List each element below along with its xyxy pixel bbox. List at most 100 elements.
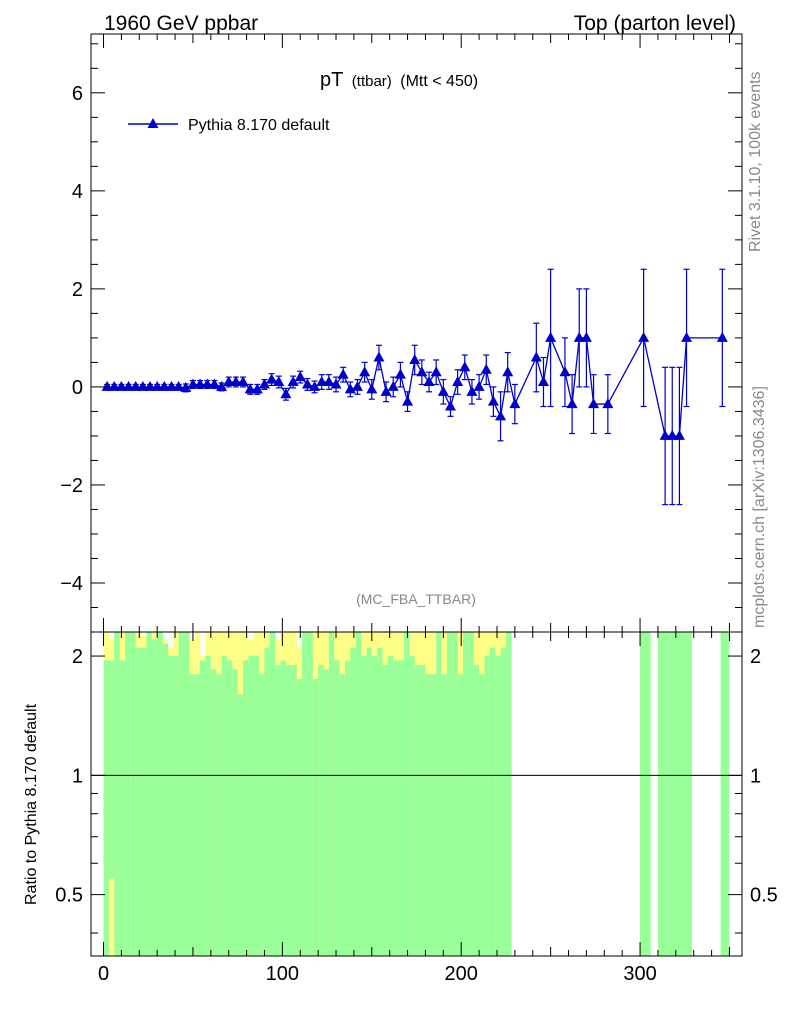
data-point xyxy=(123,380,135,391)
ratio-band-green xyxy=(409,656,416,956)
x-tick-label: 0 xyxy=(98,963,109,985)
ratio-band-green xyxy=(237,694,244,956)
data-point xyxy=(537,376,549,387)
ratio-band-green xyxy=(446,632,453,956)
data-point xyxy=(588,398,600,409)
plot-title: pT (ttbar) (Mtt < 450) xyxy=(320,69,478,91)
y-tick-label: −2 xyxy=(60,475,83,497)
ratio-band-green xyxy=(312,679,319,956)
ratio-band-green xyxy=(484,656,491,956)
plot-title-sub1: (ttbar) xyxy=(352,73,392,90)
legend-label: Pythia 8.170 default xyxy=(188,117,330,134)
data-point xyxy=(101,380,113,391)
ratio-band-green xyxy=(500,647,507,956)
data-point xyxy=(473,380,485,391)
ratio-band-green xyxy=(184,632,190,956)
ratio-band-green xyxy=(291,664,297,956)
ratio-band-green xyxy=(430,674,437,956)
data-point xyxy=(194,378,206,389)
ratio-band-green xyxy=(210,669,217,956)
ratio-band-green xyxy=(334,660,340,956)
ratio-y-tick-label-right: 2 xyxy=(750,646,761,668)
legend-marker xyxy=(147,118,159,128)
ratio-band-green xyxy=(489,647,496,956)
x-tick-label: 100 xyxy=(266,963,299,985)
ratio-band-green xyxy=(479,674,485,956)
data-point xyxy=(223,376,235,387)
y-tick-label: 2 xyxy=(72,279,83,301)
ratio-band-green xyxy=(226,660,233,956)
data-point xyxy=(165,380,177,391)
data-point xyxy=(230,376,242,387)
y-tick-label: 4 xyxy=(72,181,83,203)
ratio-band-green xyxy=(130,632,137,956)
ratio-band-green xyxy=(323,669,330,956)
ratio-band-green xyxy=(382,664,389,956)
ratio-band-green xyxy=(114,632,120,956)
ratio-y-tick-label: 1 xyxy=(72,765,83,787)
data-point xyxy=(602,398,614,409)
ratio-band-green xyxy=(452,632,458,956)
side-top: Rivet 3.1.10, 100k events xyxy=(747,71,764,252)
data-point xyxy=(173,380,185,391)
data-point xyxy=(351,380,363,391)
data-point xyxy=(359,366,371,377)
ratio-band-green xyxy=(167,656,174,956)
data-point xyxy=(394,368,406,379)
ratio-band-green xyxy=(264,647,271,956)
data-point xyxy=(480,363,492,374)
data-point xyxy=(459,361,471,372)
ratio-band-green xyxy=(350,647,356,956)
data-point xyxy=(309,380,321,391)
ratio-band-green xyxy=(720,632,730,956)
ratio-band-green xyxy=(103,660,110,956)
data-point xyxy=(673,429,685,440)
ratio-band-green xyxy=(280,660,287,956)
x-tick-label: 300 xyxy=(623,963,656,985)
ratio-band-green xyxy=(307,632,314,956)
ratio-band xyxy=(91,632,742,956)
ratio-band-green xyxy=(328,632,335,956)
data-point xyxy=(301,378,313,389)
data-point xyxy=(638,331,650,342)
ratio-band-green xyxy=(216,674,222,956)
ratio-band-green xyxy=(339,674,346,956)
ratio-band-green xyxy=(468,632,475,956)
data-point xyxy=(251,383,263,394)
ratio-ylabel: Ratio to Pythia 8.170 default xyxy=(23,703,40,905)
ratio-band-green xyxy=(221,656,228,956)
data-point xyxy=(237,376,249,387)
data-point xyxy=(208,378,220,389)
main-series xyxy=(101,268,728,506)
data-point xyxy=(137,380,149,391)
data-point xyxy=(545,331,557,342)
ratio-band-green xyxy=(243,660,249,956)
data-point xyxy=(258,378,270,389)
ratio-band-green xyxy=(371,656,378,956)
ratio-y-tick-label: 0.5 xyxy=(55,885,83,907)
ratio-band-green xyxy=(436,632,442,956)
data-point xyxy=(366,383,378,394)
data-point xyxy=(273,376,285,387)
data-point xyxy=(659,429,671,440)
ratio-band-green xyxy=(253,656,260,956)
ratio-band-green xyxy=(269,632,276,956)
ratio-band-green xyxy=(200,660,206,956)
watermark: (MC_FBA_TTBAR) xyxy=(356,591,476,607)
data-point xyxy=(666,429,678,440)
ratio-band-green xyxy=(151,639,158,956)
ratio-band-green xyxy=(178,632,185,956)
data-point xyxy=(180,381,192,392)
data-point xyxy=(337,368,349,379)
ratio-band-green xyxy=(473,664,480,956)
ratio-band-green xyxy=(296,679,303,956)
ratio-band-green xyxy=(366,647,373,956)
data-point xyxy=(144,380,156,391)
data-point xyxy=(509,398,521,409)
ratio-band-green xyxy=(318,664,324,956)
data-point xyxy=(716,331,728,342)
ratio-y-tick-label-right: 0.5 xyxy=(750,885,778,907)
ratio-band-green xyxy=(657,632,692,956)
legend: Pythia 8.170 default xyxy=(128,117,330,134)
